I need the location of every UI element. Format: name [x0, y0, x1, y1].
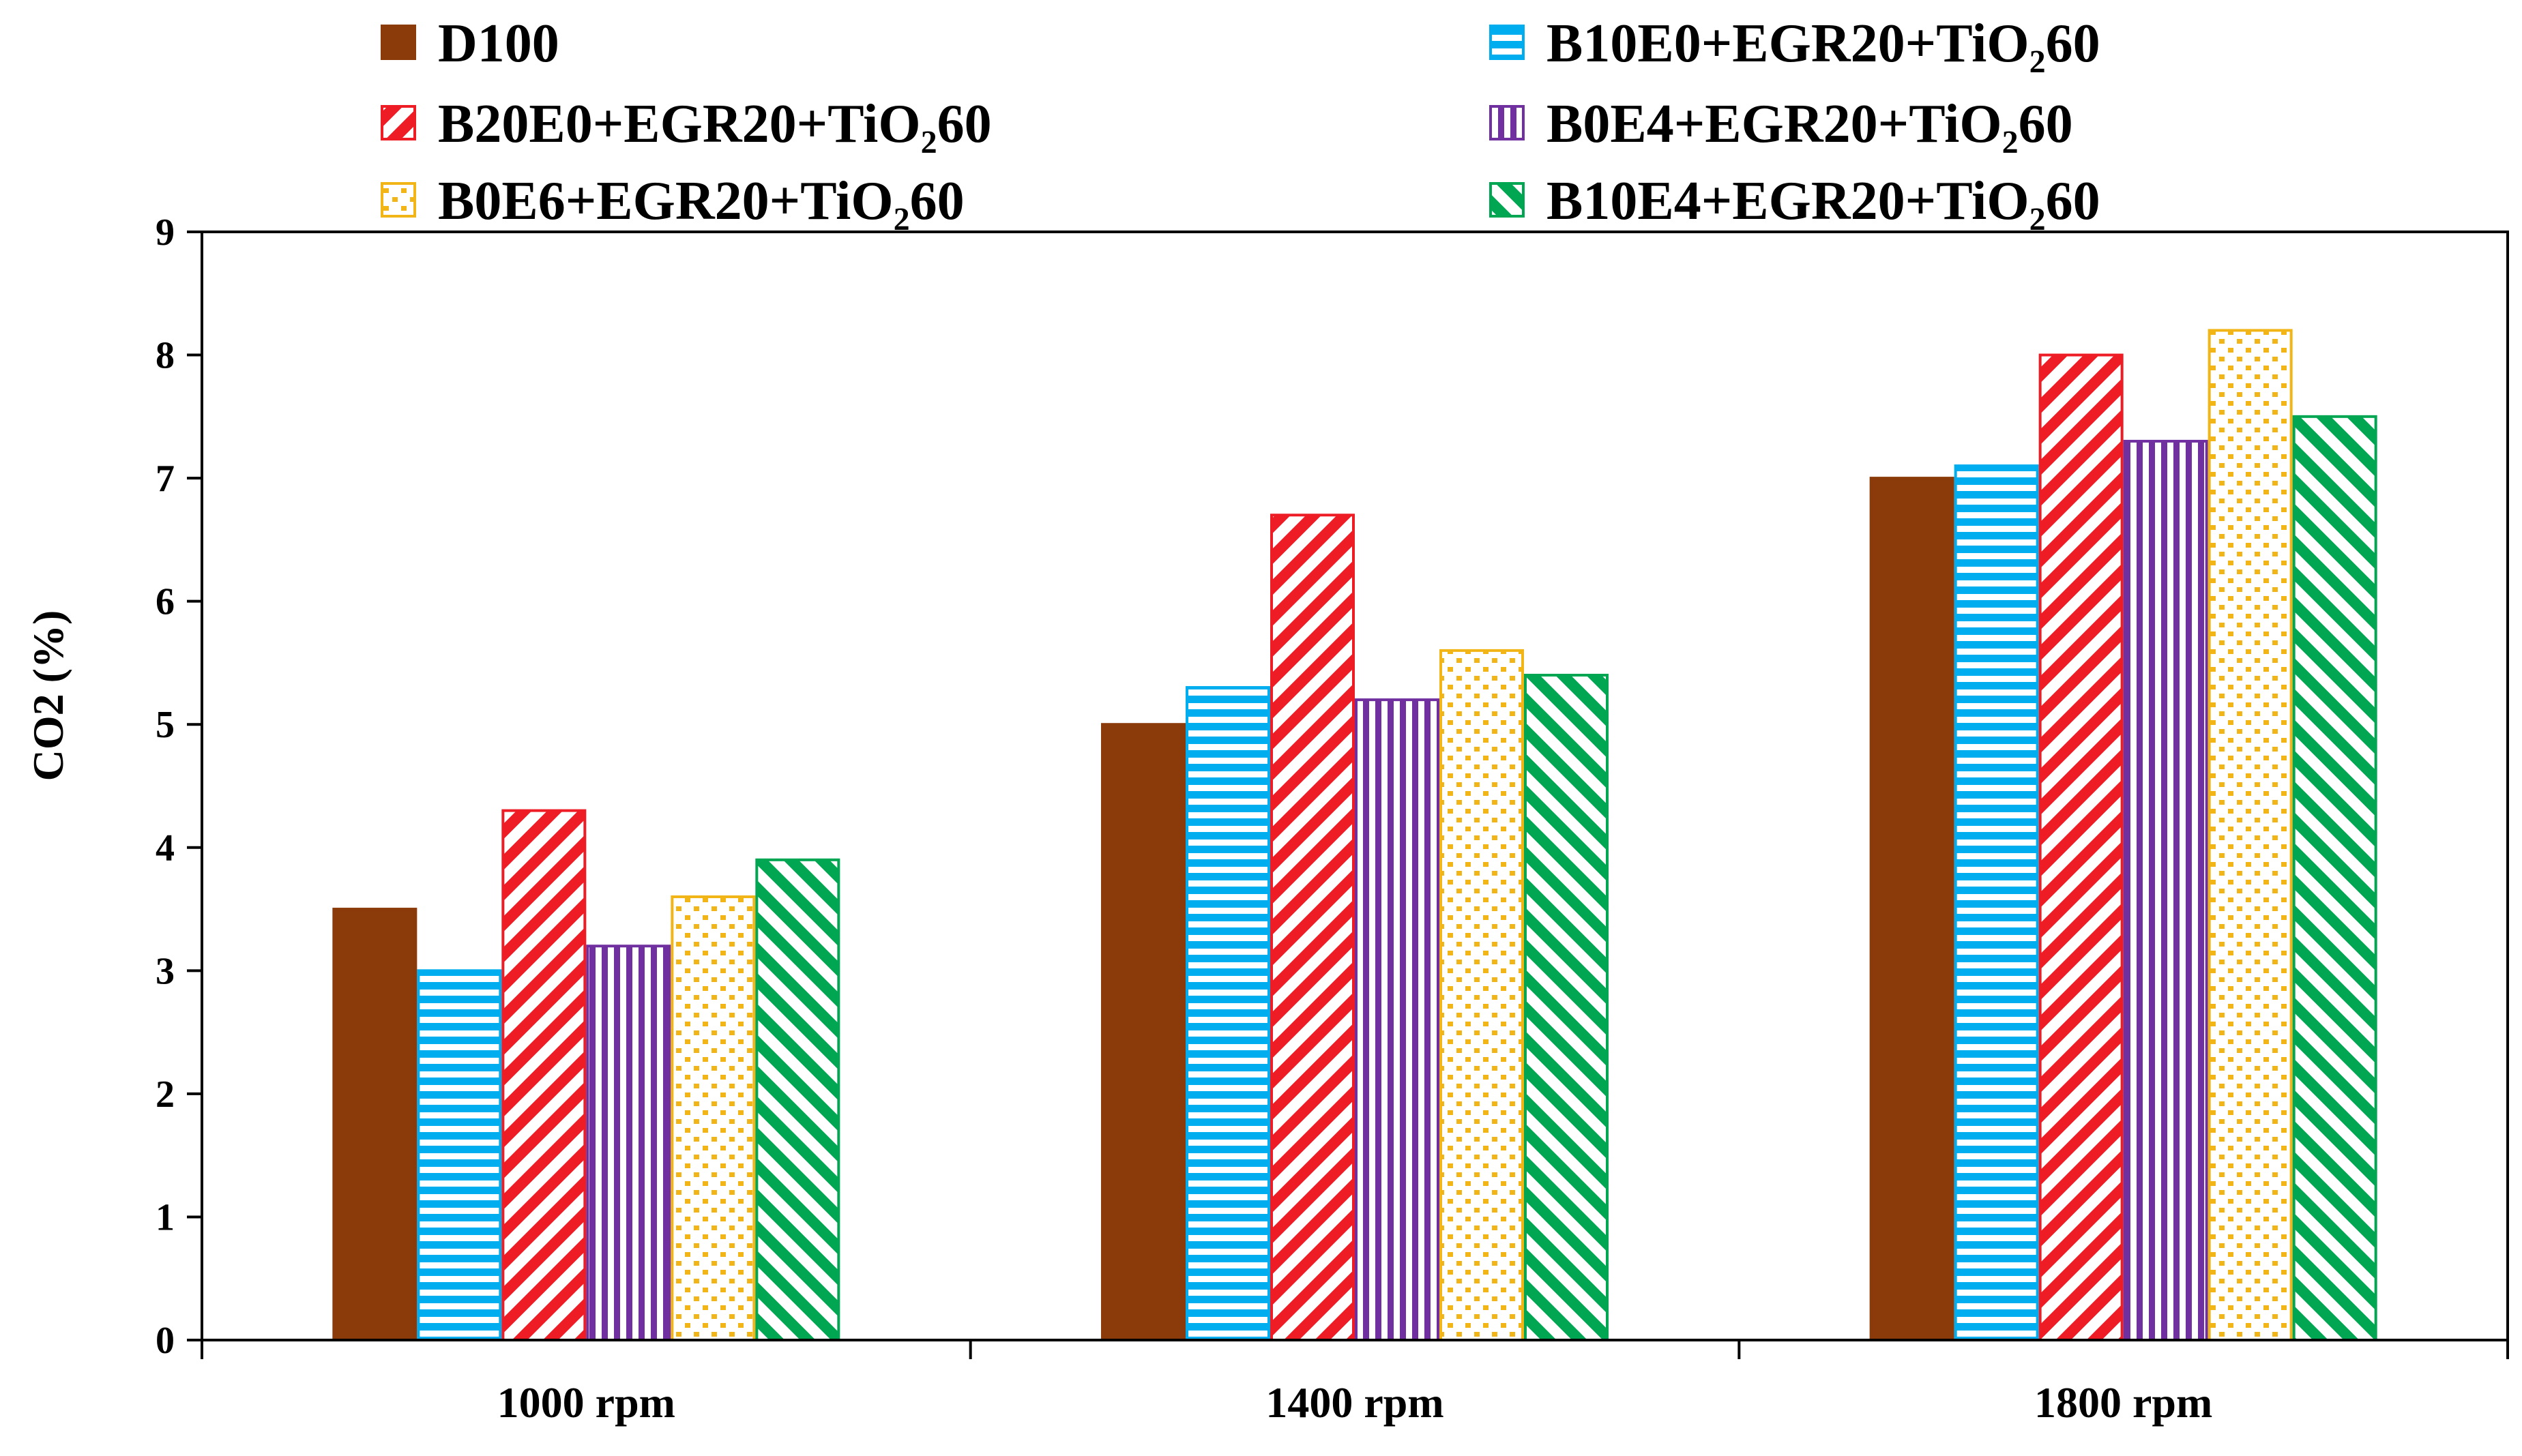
y-axis-label: CO2 (%) — [24, 610, 72, 782]
plot-frame — [201, 231, 2509, 1341]
legend-label: B10E0+EGR20+TiO₂60 — [1546, 14, 2100, 74]
bar: B10E0+EGR20+TiO₂60 — 1400 rpm: 5.3 — [1186, 686, 1270, 1341]
legend-swatch — [381, 182, 416, 218]
bar: D100 — 1800 rpm: 7 — [1869, 477, 1954, 1341]
y-tick-label: 1 — [156, 1196, 175, 1238]
bar: D100 — 1000 rpm: 3.5 — [332, 908, 417, 1341]
bar: B10E0+EGR20+TiO₂60 — 1000 rpm: 3 — [417, 969, 502, 1342]
legend-swatch — [1489, 182, 1525, 218]
legend-label: B10E4+EGR20+TiO₂60 — [1546, 171, 2100, 231]
legend-item: B20E0+EGR20+TiO₂60 — [381, 94, 992, 154]
legend-item: B10E0+EGR20+TiO₂60 — [1489, 14, 2100, 74]
plot-area: 0 1 2 3 4 5 6 7 8 9 1000 rpm 1400 rpm 1800 rpm D100… — [156, 211, 2509, 1427]
bar: B10E0+EGR20+TiO₂60 — 1800 rpm: 7.1 — [1954, 464, 2039, 1341]
y-tick-label: 4 — [156, 827, 175, 870]
x-tick-label: 1800 rpm — [2034, 1378, 2212, 1427]
legend-swatch — [381, 105, 416, 140]
y-tick-label: 5 — [156, 704, 175, 746]
y-tick-label: 3 — [156, 950, 175, 992]
legend-item: B10E4+EGR20+TiO₂60 — [1489, 171, 2100, 231]
legend-label: D100 — [438, 14, 559, 74]
bar: B0E4+EGR20+TiO₂60 — 1000 rpm: 3.2 — [586, 945, 671, 1341]
legend-swatch — [1489, 105, 1525, 140]
y-tick-label: 7 — [156, 458, 175, 500]
bar: B0E6+EGR20+TiO₂60 — 1000 rpm: 3.6 — [671, 895, 756, 1341]
y-tick-label: 8 — [156, 335, 175, 377]
x-tick-label: 1000 rpm — [497, 1378, 675, 1427]
bar: B10E4+EGR20+TiO₂60 — 1000 rpm: 3.9 — [755, 858, 840, 1342]
bar: D100 — 1400 rpm: 5 — [1101, 723, 1186, 1341]
x-axis: 1000 rpm 1400 rpm 1800 rpm — [201, 1340, 2509, 1427]
bars: D100 — 1000 rpm: 3.5B10E0+EGR20+TiO₂60 —… — [332, 329, 2377, 1342]
y-tick-label: 9 — [156, 211, 175, 254]
legend-item: B0E4+EGR20+TiO₂60 — [1489, 94, 2073, 154]
bar: B20E0+EGR20+TiO₂60 — 1000 rpm: 4.3 — [501, 809, 587, 1341]
legend-label: B0E6+EGR20+TiO₂60 — [438, 171, 965, 231]
legend-swatch — [381, 25, 416, 60]
bar: B10E4+EGR20+TiO₂60 — 1400 rpm: 5.4 — [1524, 674, 1609, 1341]
legend: D100 B10E0+EGR20+TiO₂60 B20E0+EGR20+TiO₂60… — [381, 14, 2100, 231]
x-tick-label: 1400 rpm — [1265, 1378, 1443, 1427]
bar: B0E4+EGR20+TiO₂60 — 1800 rpm: 7.3 — [2123, 439, 2208, 1341]
y-tick-label: 0 — [156, 1320, 175, 1362]
legend-swatch — [1489, 25, 1525, 60]
legend-item: B0E6+EGR20+TiO₂60 — [381, 171, 965, 231]
legend-label: B0E4+EGR20+TiO₂60 — [1546, 94, 2073, 154]
y-axis: 0 1 2 3 4 5 6 7 8 9 — [156, 211, 202, 1362]
bar: B0E6+EGR20+TiO₂60 — 1400 rpm: 5.6 — [1439, 649, 1524, 1341]
y-tick-label: 2 — [156, 1073, 175, 1116]
bar: B20E0+EGR20+TiO₂60 — 1800 rpm: 8 — [2038, 353, 2124, 1341]
bar: B10E4+EGR20+TiO₂60 — 1800 rpm: 7.5 — [2292, 415, 2377, 1341]
legend-item: D100 — [381, 14, 559, 74]
bar: B0E4+EGR20+TiO₂60 — 1400 rpm: 5.2 — [1355, 698, 1439, 1341]
bar: B0E6+EGR20+TiO₂60 — 1800 rpm: 8.2 — [2208, 329, 2293, 1341]
legend-label: B20E0+EGR20+TiO₂60 — [438, 94, 992, 154]
y-tick-label: 6 — [156, 581, 175, 623]
bar: B20E0+EGR20+TiO₂60 — 1400 rpm: 6.7 — [1270, 514, 1355, 1341]
